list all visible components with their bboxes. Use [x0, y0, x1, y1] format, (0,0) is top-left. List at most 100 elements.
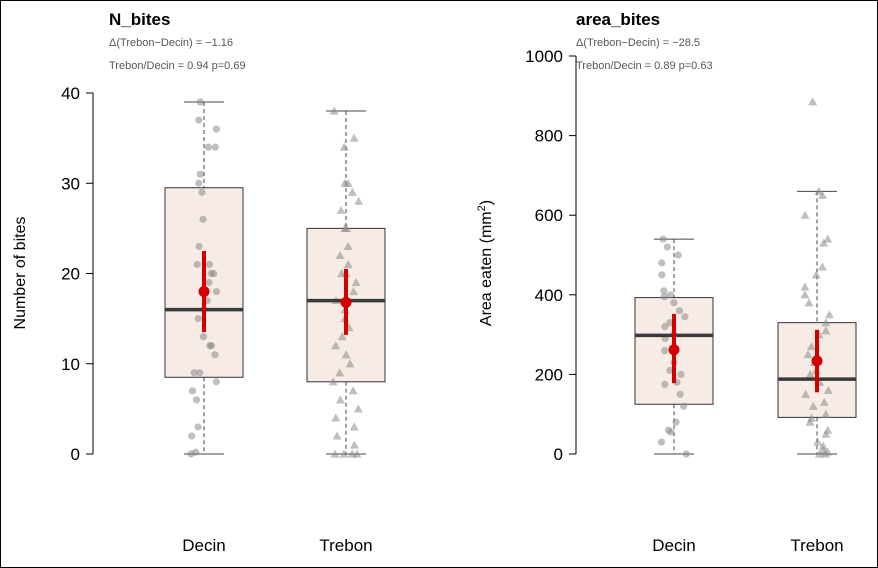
data-point — [335, 395, 345, 404]
data-point — [207, 342, 215, 350]
y-tick-label: 400 — [535, 286, 563, 305]
data-point — [680, 402, 688, 410]
data-point — [349, 287, 359, 296]
data-point — [807, 413, 817, 422]
data-point — [806, 342, 816, 351]
box-trebon: Trebon — [306, 106, 386, 555]
data-point — [818, 441, 828, 450]
data-point — [354, 196, 364, 205]
data-point — [824, 310, 834, 319]
data-point — [336, 205, 346, 214]
data-point — [205, 260, 214, 269]
data-point — [205, 278, 213, 287]
data-point — [212, 125, 220, 133]
data-point — [190, 369, 198, 377]
y-tick-label: 0 — [71, 445, 80, 464]
data-point — [196, 369, 204, 377]
data-point — [211, 143, 219, 151]
y-tick-label: 800 — [535, 127, 563, 146]
y-axis-label: Number of bites — [12, 217, 29, 330]
data-point — [335, 368, 345, 377]
data-point — [188, 432, 196, 440]
data-point — [335, 250, 345, 260]
data-point — [666, 291, 674, 299]
data-point — [343, 259, 353, 269]
data-point — [823, 234, 833, 243]
data-point — [821, 409, 831, 418]
data-point — [353, 404, 363, 413]
data-point — [666, 319, 674, 327]
data-point — [330, 449, 340, 458]
data-point — [211, 351, 219, 359]
data-point — [328, 377, 338, 386]
data-point — [682, 450, 690, 458]
data-point — [677, 370, 685, 378]
data-point — [194, 315, 202, 323]
stat-difference: Δ(Trebon−Decin) = −1.16 — [109, 37, 233, 49]
mean-point — [340, 296, 352, 308]
data-point — [823, 385, 833, 394]
data-point — [351, 278, 361, 287]
data-point — [808, 401, 818, 410]
data-point — [193, 260, 201, 269]
data-point — [676, 390, 684, 398]
data-point — [814, 186, 824, 195]
panel-1: N_bites Δ(Trebon−Decin) = −1.16 Trebon/Dec… — [12, 10, 386, 555]
data-point — [198, 188, 206, 196]
panel-title: N_bites — [109, 10, 170, 29]
data-point — [212, 287, 221, 296]
data-point — [663, 243, 671, 251]
data-point — [339, 449, 349, 458]
data-point — [337, 332, 347, 341]
x-category-label: Decin — [182, 536, 225, 555]
data-point — [195, 242, 203, 251]
x-category-label: Trebon — [319, 536, 372, 555]
box-decin: Decin — [634, 235, 714, 555]
stat-ratio-p: Trebon/Decin = 0.94 p=0.69 — [109, 60, 246, 72]
panel-title: area_bites — [576, 10, 660, 29]
data-point — [658, 259, 666, 267]
x-category-label: Decin — [652, 536, 695, 555]
data-point — [801, 389, 811, 398]
data-point — [800, 210, 810, 219]
y-tick-label: 30 — [61, 174, 80, 193]
y-tick-label: 600 — [535, 206, 563, 225]
data-point — [194, 423, 202, 431]
data-point — [340, 223, 350, 232]
data-point — [345, 359, 355, 368]
box-decin: Decin — [164, 98, 244, 555]
data-point — [672, 418, 680, 426]
stat-difference: Δ(Trebon−Decin) = −28.5 — [576, 37, 700, 49]
data-point — [803, 350, 813, 359]
stat-ratio-p: Trebon/Decin = 0.89 p=0.63 — [576, 60, 713, 72]
data-point — [808, 97, 818, 106]
data-point — [660, 287, 668, 295]
data-point — [817, 262, 827, 271]
data-point — [210, 269, 218, 278]
data-point — [349, 133, 359, 142]
data-point — [821, 326, 831, 335]
data-point — [204, 143, 212, 151]
data-point — [800, 290, 810, 299]
box-trebon: Trebon — [777, 97, 857, 555]
data-point — [329, 106, 339, 115]
data-point — [658, 271, 666, 279]
y-tick-label: 40 — [61, 84, 80, 103]
data-point — [347, 449, 357, 458]
data-point — [195, 116, 203, 124]
data-point — [341, 350, 351, 359]
data-point — [666, 366, 674, 375]
panel-2: area_bites Δ(Trebon−Decin) = −28.5 Trebon/… — [476, 10, 857, 555]
data-point — [823, 425, 833, 434]
mean-point — [811, 355, 823, 367]
data-point — [331, 413, 341, 422]
data-point — [199, 215, 207, 223]
data-point — [348, 386, 358, 395]
data-point — [349, 440, 359, 449]
data-point — [196, 170, 204, 178]
data-point — [196, 98, 204, 106]
data-point — [670, 299, 678, 307]
data-point — [343, 241, 353, 251]
